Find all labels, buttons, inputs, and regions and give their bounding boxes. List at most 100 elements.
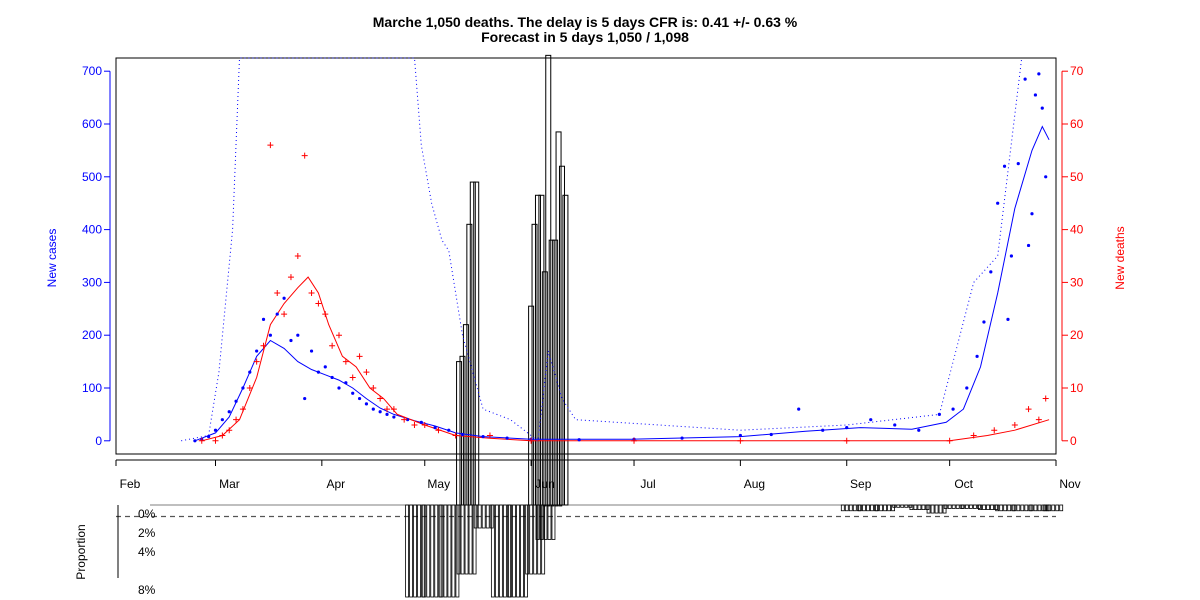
case-point [385,412,389,416]
proportion-bar [426,504,431,598]
proportion-bar [887,504,892,512]
death-point [246,385,253,391]
proportion-bar [978,504,982,510]
proportion-bar [443,504,448,598]
proportion-bar [848,504,853,512]
proportion-bar [990,504,994,510]
case-point [419,420,423,424]
cfr-bar [459,355,466,506]
death-point [1035,416,1042,423]
death-point [363,369,370,376]
y-tick-label-right: 50 [1070,170,1084,184]
y-tick-label-left: 300 [82,275,102,289]
axes: Feb Mar Apr May Jun Jul Aug Sep Oct Nov0100200300… [82,64,1084,491]
death-point [253,358,260,365]
proportion-bar [502,504,507,598]
y-axis-title-right: New deaths [1113,226,1127,289]
proportion-tick-label: 8% [138,583,156,597]
proportion-bar [546,504,551,507]
case-point [821,428,825,432]
death-point [294,253,301,259]
death-point [212,437,219,444]
proportion-bar [875,504,880,512]
cfr-bar [473,181,480,506]
proportion-bar [481,504,486,529]
x-tick-label: Sep [850,477,872,491]
proportion-bar [550,504,555,507]
proportion-bar [1055,504,1060,512]
death-point [435,427,442,434]
proportion-bar [539,504,544,540]
proportion-bar [525,504,530,575]
proportion-bar [840,504,845,512]
case-point [893,423,897,427]
case-point [351,391,355,395]
case-point [996,201,1000,205]
cases-smooth-line [194,125,1050,442]
proportion-bar [558,504,563,507]
proportion-bar [490,504,495,598]
proportion-bar [964,504,969,509]
death-point [274,289,281,296]
case-point [975,354,979,358]
case-point [392,415,396,419]
cfr-bar [462,324,469,506]
death-point [301,152,308,159]
case-point [220,418,224,422]
proportion-bar [879,504,884,512]
y-tick-label-left: 700 [82,64,102,78]
y-tick-label-right: 0 [1070,434,1077,448]
case-point [505,436,509,440]
proportion-bar [972,504,977,509]
case-point [1044,175,1048,179]
case-point [337,386,341,390]
proportion-bar [473,504,478,529]
proportion-bar [542,504,547,507]
case-point [1033,93,1038,97]
x-tick-label: Aug [744,477,765,491]
death-point [370,385,377,391]
case-point [282,296,286,300]
proportion-bar [1029,504,1034,512]
y-tick-label-left: 600 [82,117,102,131]
death-point [528,437,535,444]
death-point [1042,395,1049,402]
case-point [296,333,300,337]
death-point [991,427,998,434]
proportion-bar [986,504,990,510]
death-point [384,406,391,413]
case-point [982,320,986,324]
proportion-bar [434,504,439,598]
death-point [260,342,267,349]
proportion-bar [1016,504,1021,512]
cfr-bar [531,223,538,506]
proportion-bar [529,504,534,575]
proportion-bar [938,504,943,514]
death-point [401,416,408,423]
proportion-bar [460,504,465,575]
case-point [447,428,451,432]
case-point [433,426,437,430]
case-point [268,333,272,337]
death-point [421,421,428,428]
proportion-tick-label: 4% [138,545,156,559]
x-tick-label: Apr [326,477,345,491]
cfr-bar [469,181,476,506]
x-tick-label: Feb [120,477,141,491]
case-point [248,370,252,374]
proportion-bar [934,504,939,514]
case-point [917,428,921,432]
proportion-bar [930,504,935,514]
proportion-bar [999,504,1004,512]
case-point [1002,164,1007,168]
death-point [349,374,356,381]
case-point [769,432,773,437]
proportion-bar [494,504,499,598]
proportion-bar [968,504,973,509]
proportion-bar [1003,504,1008,512]
proportion-bar [852,504,857,512]
proportion-bar [883,504,888,512]
case-point [460,432,465,437]
proportion-bar [904,504,909,508]
case-point [207,434,211,439]
